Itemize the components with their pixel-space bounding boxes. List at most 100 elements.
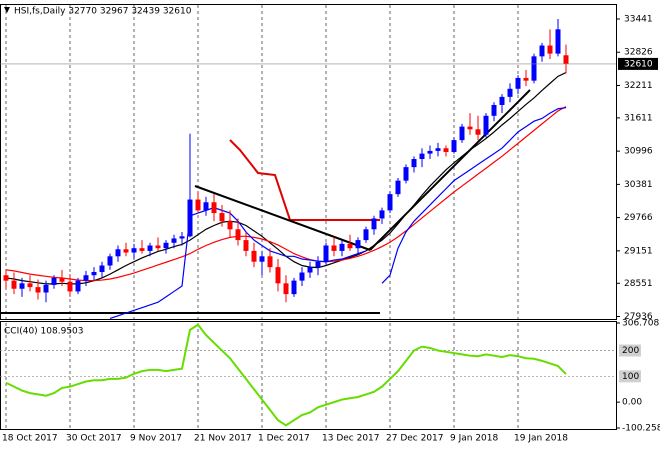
candle-body: [99, 265, 105, 272]
candle-body: [179, 236, 185, 239]
y-tick-box: [619, 344, 641, 357]
candle-body: [259, 256, 265, 262]
y-tick-label: 32826: [624, 48, 653, 58]
candle-body: [219, 213, 225, 222]
candle-body: [19, 283, 25, 289]
y-tick-label: 29766: [624, 213, 653, 223]
candle-body: [35, 287, 41, 293]
trend-line: [194, 185, 371, 251]
candle-body: [251, 250, 257, 262]
candle-body: [275, 267, 281, 284]
candle-body: [51, 277, 57, 285]
candle-body: [203, 202, 209, 211]
candle-body: [315, 261, 321, 268]
y-tick-label: 30381: [624, 180, 653, 190]
candle-body: [355, 240, 361, 249]
candle-body: [139, 248, 145, 251]
candle-body: [483, 115, 489, 135]
candle-body: [291, 280, 297, 295]
candle-body: [211, 202, 217, 214]
candle-body: [187, 199, 193, 237]
candle-body: [283, 283, 289, 295]
candle-body: [507, 88, 513, 97]
y-tick-label: 31611: [624, 113, 653, 123]
x-tick-label: 19 Jan 2018: [514, 434, 568, 444]
x-tick-label: 21 Nov 2017: [194, 434, 252, 444]
chart-title: HSI,fs,Daily 32770 32967 32439 32610: [14, 7, 192, 17]
main-panel-frame: [0, 4, 617, 320]
candle-body: [91, 271, 97, 276]
candle-body: [227, 221, 233, 230]
candle-body: [59, 277, 65, 282]
candle-body: [403, 167, 409, 181]
candle-body: [475, 129, 481, 135]
candle-body: [195, 199, 201, 211]
trend-line: [369, 89, 531, 251]
candle-body: [363, 229, 369, 241]
y-tick-label: 28551: [624, 279, 653, 289]
candle-body: [75, 280, 81, 292]
candle-body: [123, 249, 129, 253]
candle-body: [107, 256, 113, 266]
title-icon: [4, 7, 10, 13]
candle-body: [563, 55, 569, 64]
x-tick-label: 27 Dec 2017: [386, 434, 444, 444]
candle-body: [523, 77, 529, 81]
last-price-tag: [618, 57, 658, 70]
candle-body: [499, 96, 505, 105]
candle-body: [387, 194, 393, 211]
x-tick-label: 1 Dec 2017: [258, 434, 310, 444]
candle-body: [515, 77, 521, 89]
indicator-title: CCI(40) 108.9503: [4, 327, 84, 337]
candle-body: [43, 284, 49, 293]
candle-body: [11, 280, 17, 289]
candle-body: [555, 29, 561, 54]
candle-body: [331, 245, 337, 251]
y-tick-label: 33441: [624, 14, 653, 24]
candle-body: [171, 238, 177, 243]
x-tick-label: 13 Dec 2017: [322, 434, 380, 444]
candle-body: [539, 45, 545, 57]
candle-body: [451, 140, 457, 153]
candle-body: [147, 245, 153, 251]
candle-body: [115, 249, 121, 257]
y-tick-label: 0.00: [622, 398, 642, 408]
annotation-line: [229, 139, 380, 221]
y-tick-label: 27936: [624, 312, 653, 322]
candle-body: [459, 126, 465, 141]
candle-body: [163, 242, 169, 249]
candle-body: [235, 229, 241, 241]
candle-body: [323, 245, 329, 262]
indicator-line: [5, 323, 567, 427]
y-tick-label: 306.7083: [622, 319, 660, 329]
x-tick-label: 18 Oct 2017: [2, 434, 58, 444]
candle-body: [339, 243, 345, 251]
x-tick-label: 9 Nov 2017: [130, 434, 182, 444]
last-price-label: 32610: [624, 59, 653, 69]
candle-body: [131, 248, 137, 253]
candle-body: [547, 45, 553, 54]
candle-body: [531, 56, 537, 81]
candle-body: [27, 283, 33, 288]
candle-body: [395, 180, 401, 195]
indicator-line: [5, 106, 567, 282]
y-tick-label: -100.258: [622, 424, 660, 434]
candle-body: [67, 281, 73, 292]
y-tick-label: 30996: [624, 147, 653, 157]
y-tick-box: [619, 370, 641, 383]
candle-body: [3, 275, 9, 281]
candle-body: [491, 104, 497, 116]
candle-body: [467, 126, 473, 130]
candle-body: [379, 210, 385, 219]
candle-body: [155, 245, 161, 249]
candle-body: [411, 159, 417, 168]
x-tick-label: 9 Jan 2018: [450, 434, 498, 444]
cci-panel-frame: [0, 321, 617, 430]
candle-body: [267, 256, 273, 268]
candle-body: [299, 272, 305, 281]
y-tick-label: 29151: [624, 246, 653, 256]
y-tick-label: 200: [622, 346, 639, 356]
candle-body: [427, 150, 433, 154]
